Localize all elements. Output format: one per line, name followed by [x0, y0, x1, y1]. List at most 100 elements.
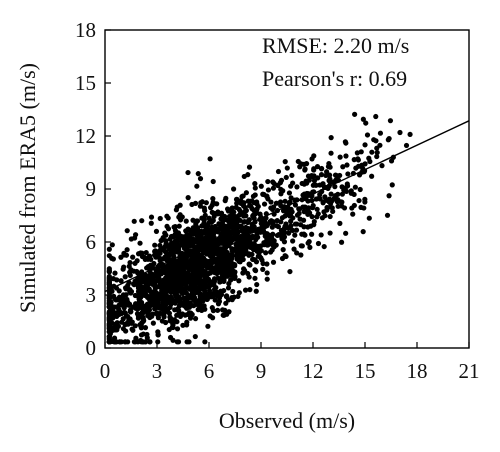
data-point: [284, 224, 290, 230]
data-point: [185, 169, 191, 176]
data-point: [206, 231, 212, 238]
data-point: [157, 242, 163, 249]
data-point: [144, 335, 150, 341]
data-point: [106, 273, 112, 280]
y-tick-label: 0: [86, 336, 97, 360]
data-point: [369, 173, 375, 179]
data-point: [337, 220, 343, 226]
data-point: [175, 270, 181, 276]
data-point: [187, 243, 193, 249]
data-point: [122, 274, 128, 280]
data-point: [143, 308, 149, 314]
data-point: [167, 236, 173, 242]
data-point: [216, 298, 223, 305]
data-point: [106, 335, 112, 342]
data-point: [153, 228, 160, 234]
data-point: [232, 220, 238, 227]
data-point: [302, 167, 308, 173]
data-point: [176, 303, 183, 309]
data-point: [131, 339, 137, 345]
data-point: [313, 196, 319, 202]
data-point: [254, 232, 260, 238]
data-point: [168, 266, 174, 272]
data-point: [132, 323, 138, 329]
data-point: [215, 307, 221, 313]
data-point: [301, 161, 307, 167]
data-point: [241, 173, 247, 180]
data-point: [196, 298, 202, 304]
x-tick-label: 6: [204, 359, 215, 383]
data-point: [264, 261, 270, 267]
data-point: [206, 215, 212, 221]
data-point: [329, 205, 335, 211]
data-point: [184, 302, 190, 308]
data-point: [314, 214, 320, 220]
data-point: [254, 281, 260, 288]
data-point: [106, 246, 112, 252]
data-point: [199, 223, 205, 229]
data-point: [155, 329, 161, 335]
data-point: [252, 185, 258, 191]
data-point: [234, 200, 240, 206]
data-point: [146, 296, 153, 303]
data-point: [292, 221, 299, 227]
data-point: [327, 172, 333, 178]
data-point: [296, 210, 302, 216]
data-point: [298, 243, 304, 249]
data-point: [358, 149, 364, 155]
data-point: [179, 290, 185, 296]
data-point: [243, 190, 249, 196]
data-point: [189, 290, 195, 296]
data-point: [169, 270, 175, 277]
data-point: [241, 219, 247, 225]
data-point: [207, 265, 213, 271]
data-point: [118, 339, 124, 345]
data-point: [362, 199, 368, 205]
data-point: [210, 226, 216, 233]
data-point: [178, 214, 184, 221]
data-point: [318, 172, 325, 178]
data-point: [195, 171, 201, 177]
data-point: [386, 193, 392, 199]
data-point: [249, 198, 255, 204]
data-point: [145, 304, 151, 310]
data-point: [191, 266, 197, 272]
data-point: [211, 213, 217, 220]
data-point: [191, 238, 197, 245]
data-point: [274, 223, 280, 229]
data-point: [288, 195, 294, 201]
x-tick-label: 12: [303, 359, 324, 383]
data-point: [121, 264, 127, 270]
data-point: [311, 166, 317, 172]
data-point: [220, 307, 226, 313]
data-point: [318, 232, 324, 238]
data-point: [231, 271, 237, 277]
data-point: [220, 217, 226, 223]
data-point: [332, 184, 338, 190]
data-point: [127, 272, 133, 278]
data-point: [126, 302, 132, 308]
x-axis-title: Observed (m/s): [219, 408, 355, 433]
data-point: [176, 223, 182, 229]
data-point: [192, 272, 198, 278]
data-point: [209, 252, 215, 258]
data-point: [124, 247, 130, 253]
data-point: [134, 258, 140, 264]
data-point: [290, 215, 296, 221]
data-point: [183, 218, 189, 224]
x-tick-label: 15: [355, 359, 376, 383]
data-point: [343, 153, 349, 159]
data-point: [226, 281, 232, 287]
data-point: [374, 149, 380, 156]
data-point: [177, 256, 183, 262]
data-point: [187, 315, 194, 321]
data-point: [306, 177, 312, 183]
data-point: [210, 178, 216, 185]
data-point: [164, 263, 170, 269]
data-point: [290, 238, 296, 244]
y-tick-label: 9: [86, 177, 97, 201]
data-point: [289, 209, 295, 215]
data-point: [339, 184, 345, 190]
data-point: [118, 278, 124, 284]
data-point: [269, 206, 276, 212]
